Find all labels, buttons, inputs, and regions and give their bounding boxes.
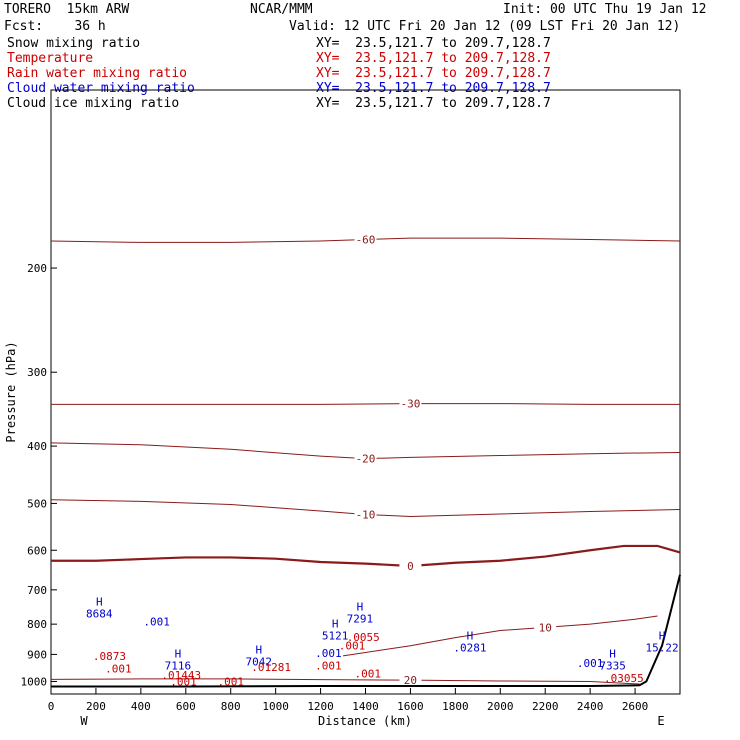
y-tick-label: 500 [27,497,47,510]
maximum-h-marker: H [255,644,262,657]
field-xy-temperature: XY= 23.5,121.7 to 209.7,128.7 [316,51,551,66]
x-tick-label: 1600 [397,700,424,713]
isotherm-label-bg [399,674,422,687]
y-tick-label: 400 [27,440,47,453]
plot-frame [50,89,681,695]
isotherm-label: 0 [407,560,414,573]
maximum-value: 7291 [347,613,374,626]
x-tick-label: 0 [48,700,55,713]
y-tick-label: 600 [27,544,47,557]
contour-value-label: .001 [217,675,244,688]
contour-value-label: .001 [339,640,366,653]
isotherm-label-bg [534,621,557,634]
y-tick-label: 1000 [21,675,48,688]
maximum-value: 7335 [599,660,626,673]
temperature-isotherms: -60 -30 -20 -10 0 10 20 [50,233,681,687]
field-label-rain: Rain water mixing ratio [7,66,188,81]
maximum-h-marker: H [96,596,103,609]
isotherm-label-bg [354,452,377,465]
maximum-h-marker: H [357,601,364,614]
x-tick-label: 600 [176,700,196,713]
field-label-temperature: Temperature [7,51,94,66]
contour-value-label: .0873 [93,650,126,663]
x-tick-label: 400 [131,700,151,713]
maximum-value: 7042 [246,656,273,669]
isotherm-label-bg [399,560,422,573]
field-xy-rain: XY= 23.5,121.7 to 209.7,128.7 [316,66,551,81]
field-label-cloud-water: Cloud water mixing ratio [7,81,195,96]
x-tick-label: 2000 [487,700,514,713]
x-end-label-left: W [80,714,88,728]
contour-value-label: .001 [354,668,381,681]
contour-value-label: .01443 [161,669,201,682]
contour-value-label: .001 [315,660,342,673]
maximum-h-marker: H [609,648,616,661]
isotherm-line [50,678,640,685]
maximum-value: 5121 [322,630,349,643]
contour-value-label: .001 [315,647,342,660]
isotherm-label-bg [354,508,377,521]
axis-ticks: 0 200 400 600 800 1000 1200 1400 1600 1800 2000 220… [21,262,649,713]
isotherm-label: -10 [356,508,376,521]
x-tick-label: 2600 [622,700,649,713]
isotherm-label-bg [399,397,422,410]
isotherm-line [51,403,680,405]
y-tick-label: 200 [27,262,47,275]
maximum-h-marker: H [467,630,474,643]
maximum-h-marker: H [332,618,339,631]
model-title: TORERO 15km ARW [4,2,130,17]
x-axis-label: Distance (km) [318,714,412,728]
contour-value-label: .001 [143,616,170,629]
terrain-line [51,574,681,688]
x-tick-label: 1200 [307,700,334,713]
maximum-value: 15.22 [645,642,678,655]
isotherm-label-bg [354,233,377,246]
org-label: NCAR/MMM [250,2,313,17]
field-label-snow: Snow mixing ratio [7,36,141,51]
field-label-cloud-ice: Cloud ice mixing ratio [7,96,180,111]
x-tick-label: 1400 [352,700,379,713]
isotherm-line [51,544,681,568]
isotherm-label: 10 [539,621,552,634]
x-tick-label: 2400 [577,700,604,713]
contour-value-label: .03055 [604,672,644,685]
valid-time: Valid: 12 UTC Fri 20 Jan 12 (09 LST Fri … [289,19,681,34]
isotherm-label: -60 [356,234,376,247]
isotherm-line [342,615,658,657]
y-tick-label: 300 [27,366,47,379]
contour-value-label: .0055 [347,631,380,644]
x-tick-label: 1800 [442,700,469,713]
field-xy-cloud-ice: XY= 23.5,121.7 to 209.7,128.7 [316,96,551,111]
isotherm-label: -20 [356,453,376,466]
y-axis-label: Pressure (hPa) [4,341,18,442]
forecast-hour: Fcst: 36 h [4,19,106,34]
x-tick-label: 800 [221,700,241,713]
contour-value-label: .001 [170,675,197,688]
init-time: Init: 00 UTC Thu 19 Jan 12 [503,2,707,17]
y-tick-label: 900 [27,648,47,661]
isotherm-label: 20 [404,674,417,687]
maximum-value: .0281 [453,642,486,655]
maximum-value: 7116 [165,660,192,673]
y-tick-label: 700 [27,584,47,597]
y-tick-label: 800 [27,618,47,631]
maximum-h-marker: H [659,630,666,643]
field-xy-cloud-water: XY= 23.5,121.7 to 209.7,128.7 [316,81,551,96]
contour-value-label: .001 [577,657,604,670]
x-tick-label: 200 [86,700,106,713]
contour-value-label: .001 [105,662,132,675]
contour-value-label: .01281 [251,661,291,674]
x-end-label-right: E [657,714,664,728]
x-tick-label: 2200 [532,700,559,713]
isotherm-label: -30 [400,398,420,411]
ground-line [51,574,681,688]
maxima-labels: H8684H7116H7042H5121H7291H.0281H15.22H73… [86,596,679,689]
maximum-h-marker: H [175,648,182,661]
x-tick-label: 1000 [262,700,289,713]
maximum-value: 8684 [86,608,113,621]
field-xy-snow: XY= 23.5,121.7 to 209.7,128.7 [316,36,551,51]
